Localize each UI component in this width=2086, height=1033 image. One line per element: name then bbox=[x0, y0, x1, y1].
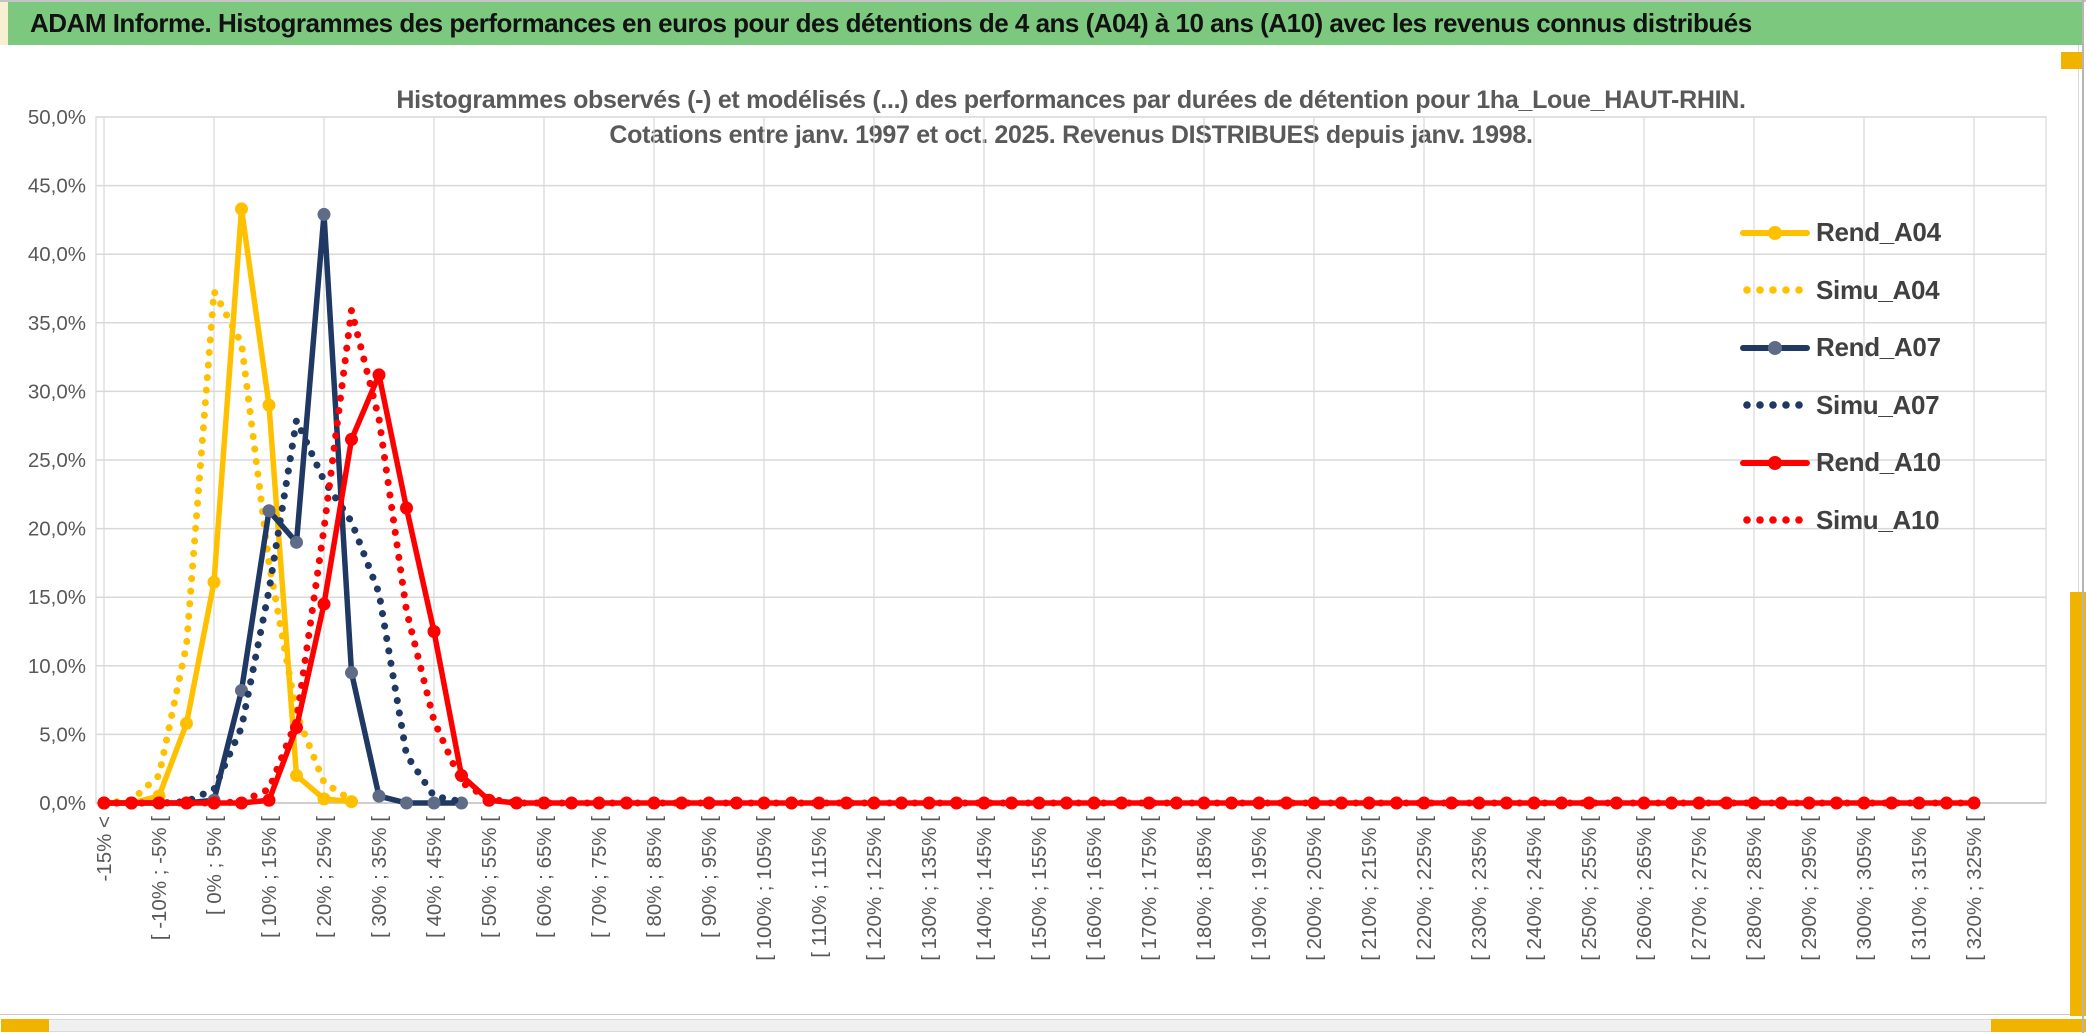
title-bar-text: ADAM Informe. Histogrammes des performan… bbox=[30, 8, 1752, 38]
legend-entry-Simu_A04[interactable]: Simu_A04 bbox=[1740, 262, 2070, 320]
x-tick-label: [ 150% ; 155% [ bbox=[1028, 816, 1051, 961]
legend-key-dotted-line bbox=[1743, 516, 1803, 525]
x-tick-label: [ 190% ; 195% [ bbox=[1248, 816, 1271, 961]
x-tick-label: [ 260% ; 265% [ bbox=[1633, 816, 1656, 961]
horizontal-scrollbar-right-segment[interactable] bbox=[1991, 1019, 2086, 1032]
y-tick-label: 0,0% bbox=[39, 792, 86, 815]
legend-entry-Simu_A10[interactable]: Simu_A10 bbox=[1740, 492, 2070, 550]
x-tick-label: [ 20% ; 25% [ bbox=[313, 816, 336, 938]
y-tick-label: 15,0% bbox=[28, 586, 86, 609]
x-tick-label: [ 120% ; 125% [ bbox=[863, 816, 886, 961]
legend-label: Simu_A04 bbox=[1816, 274, 1940, 305]
y-tick-label: 30,0% bbox=[28, 380, 86, 403]
legend-key-solid-line bbox=[1740, 340, 1810, 355]
gold-corner-tab bbox=[2061, 52, 2082, 69]
x-tick-label: [ 40% ; 45% [ bbox=[423, 816, 446, 938]
x-tick-label: [ 60% ; 65% [ bbox=[533, 816, 556, 938]
window-right-edge bbox=[2082, 0, 2084, 1033]
legend-label: Rend_A04 bbox=[1816, 217, 1941, 248]
legend-entry-Rend_A07[interactable]: Rend_A07 bbox=[1740, 319, 2070, 377]
x-tick-label: [ 270% ; 275% [ bbox=[1688, 816, 1711, 961]
x-tick-label: [ 50% ; 55% [ bbox=[478, 816, 501, 938]
legend-entry-Rend_A10[interactable]: Rend_A10 bbox=[1740, 434, 2070, 492]
y-tick-label: 45,0% bbox=[28, 175, 86, 198]
x-tick-label: [ 220% ; 225% [ bbox=[1413, 816, 1436, 961]
x-tick-label: [ 240% ; 245% [ bbox=[1523, 816, 1546, 961]
legend-key-dotted-line bbox=[1743, 401, 1803, 410]
x-tick-label: [ 280% ; 285% [ bbox=[1743, 816, 1766, 961]
y-tick-label: 10,0% bbox=[28, 655, 86, 678]
x-tick-label: [ 140% ; 145% [ bbox=[973, 816, 996, 961]
y-tick-label: 25,0% bbox=[28, 449, 86, 472]
legend-label: Rend_A10 bbox=[1816, 447, 1941, 478]
x-tick-label: [ 210% ; 215% [ bbox=[1358, 816, 1381, 961]
legend-label: Simu_A07 bbox=[1816, 389, 1940, 420]
x-tick-label: [ 230% ; 235% [ bbox=[1468, 816, 1491, 961]
y-tick-label: 20,0% bbox=[28, 518, 86, 541]
chart-bottom-border bbox=[0, 1014, 2082, 1015]
x-tick-label: [ 200% ; 205% [ bbox=[1303, 816, 1326, 961]
x-tick-label: [ -10% ; -5% [ bbox=[148, 816, 171, 940]
window-top-edge bbox=[0, 0, 2086, 2]
x-tick-label: [ 320% ; 325% [ bbox=[1963, 816, 1986, 961]
x-tick-label: -15% < bbox=[93, 816, 116, 882]
x-tick-label: [ 10% ; 15% [ bbox=[258, 816, 281, 938]
x-tick-label: [ 180% ; 185% [ bbox=[1193, 816, 1216, 961]
series-Simu_A04 bbox=[100, 287, 355, 807]
legend-key-dotted-line bbox=[1743, 286, 1803, 295]
x-tick-label: [ 300% ; 305% [ bbox=[1853, 816, 1876, 961]
legend-key-solid-line bbox=[1740, 455, 1810, 470]
x-tick-label: [ 100% ; 105% [ bbox=[753, 816, 776, 961]
chart-right-border bbox=[2078, 45, 2079, 1014]
y-tick-label: 50,0% bbox=[28, 106, 86, 129]
legend-entry-Rend_A04[interactable]: Rend_A04 bbox=[1740, 204, 2070, 262]
x-tick-label: [ 160% ; 165% [ bbox=[1083, 816, 1106, 961]
legend-label: Rend_A07 bbox=[1816, 332, 1941, 363]
x-tick-label: [ 310% ; 315% [ bbox=[1908, 816, 1931, 961]
series-Simu_A10 bbox=[100, 306, 1978, 807]
x-tick-label: [ 130% ; 135% [ bbox=[918, 816, 941, 961]
x-tick-label: [ 70% ; 75% [ bbox=[588, 816, 611, 938]
x-tick-label: [ 110% ; 115% [ bbox=[808, 816, 831, 958]
y-tick-label: 40,0% bbox=[28, 243, 86, 266]
chart-title-line2: Cotations entre janv. 1997 et oct. 2025.… bbox=[609, 121, 1533, 149]
x-tick-label: [ 80% ; 85% [ bbox=[643, 816, 666, 938]
y-tick-label: 35,0% bbox=[28, 312, 86, 335]
x-tick-label: [ 250% ; 255% [ bbox=[1578, 816, 1601, 961]
chart-legend: Rend_A04 Simu_A04 Rend_A07 Simu_A07 Rend_A10… bbox=[1740, 204, 2070, 549]
x-tick-label: [ 90% ; 95% [ bbox=[698, 816, 721, 938]
horizontal-scrollbar-thumb[interactable] bbox=[1, 1019, 49, 1032]
left-edge-strip bbox=[0, 2, 8, 45]
x-tick-label: [ 0% ; 5% [ bbox=[203, 816, 226, 915]
legend-entry-Simu_A07[interactable]: Simu_A07 bbox=[1740, 377, 2070, 435]
horizontal-scrollbar-track[interactable] bbox=[1, 1019, 2084, 1032]
x-tick-label: [ 170% ; 175% [ bbox=[1138, 816, 1161, 961]
legend-key-solid-line bbox=[1740, 225, 1810, 240]
y-tick-label: 5,0% bbox=[39, 723, 86, 746]
chart-title-line1: Histogrammes observés (-) et modélisés (… bbox=[396, 86, 1746, 114]
x-tick-label: [ 30% ; 35% [ bbox=[368, 816, 391, 938]
legend-label: Simu_A10 bbox=[1816, 504, 1940, 535]
title-bar: ADAM Informe. Histogrammes des performan… bbox=[8, 2, 2082, 45]
x-tick-label: [ 290% ; 295% [ bbox=[1798, 816, 1821, 961]
horizontal-scrollbar bbox=[0, 1016, 2086, 1033]
